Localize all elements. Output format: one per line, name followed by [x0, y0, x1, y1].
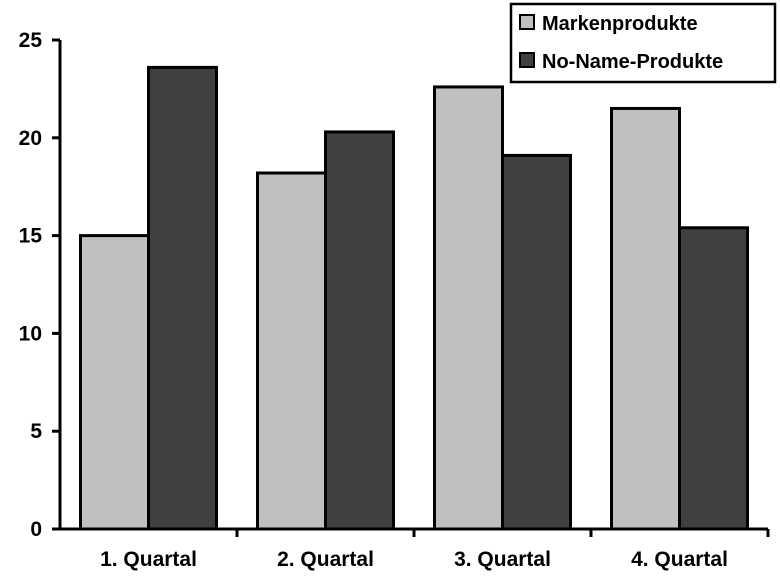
bar-no-name-produkte: [147, 65, 218, 531]
legend-box: [509, 2, 777, 84]
bar-markenprodukte: [79, 234, 150, 531]
bar-no-name-produkte: [324, 130, 395, 531]
bar-markenprodukte: [433, 85, 504, 531]
legend-label-no-name-produkte: No-Name-Produkte: [542, 51, 723, 73]
legend: Markenprodukte No-Name-Produkte: [509, 2, 777, 84]
legend-label-markenprodukte: Markenprodukte: [542, 13, 698, 35]
y-tick-label: 0: [30, 518, 42, 541]
bar-no-name-produkte: [678, 226, 749, 531]
y-tick-label: 15: [19, 225, 43, 248]
x-tick-label: 4. Quartal: [631, 548, 728, 571]
x-tick-label: 2. Quartal: [277, 548, 374, 571]
bar-no-name-produkte: [501, 153, 572, 531]
y-ticks-group: 0 5 10 15 20 25: [19, 29, 60, 541]
bar-markenprodukte: [256, 171, 327, 531]
legend-swatch-markenprodukte: [519, 14, 535, 30]
legend-swatch-no-name-produkte: [519, 52, 535, 68]
x-tick-label: 1. Quartal: [100, 548, 197, 571]
y-tick-label: 20: [19, 127, 42, 150]
x-ticks-group: 1. Quartal 2. Quartal 3. Quartal 4. Quartal: [100, 529, 770, 571]
y-tick-label: 10: [19, 322, 42, 345]
x-tick-label: 3. Quartal: [454, 548, 551, 571]
y-tick-label: 25: [19, 29, 43, 52]
y-tick-label: 5: [30, 420, 42, 443]
bar-markenprodukte: [610, 106, 681, 531]
bars-group: [79, 65, 749, 531]
